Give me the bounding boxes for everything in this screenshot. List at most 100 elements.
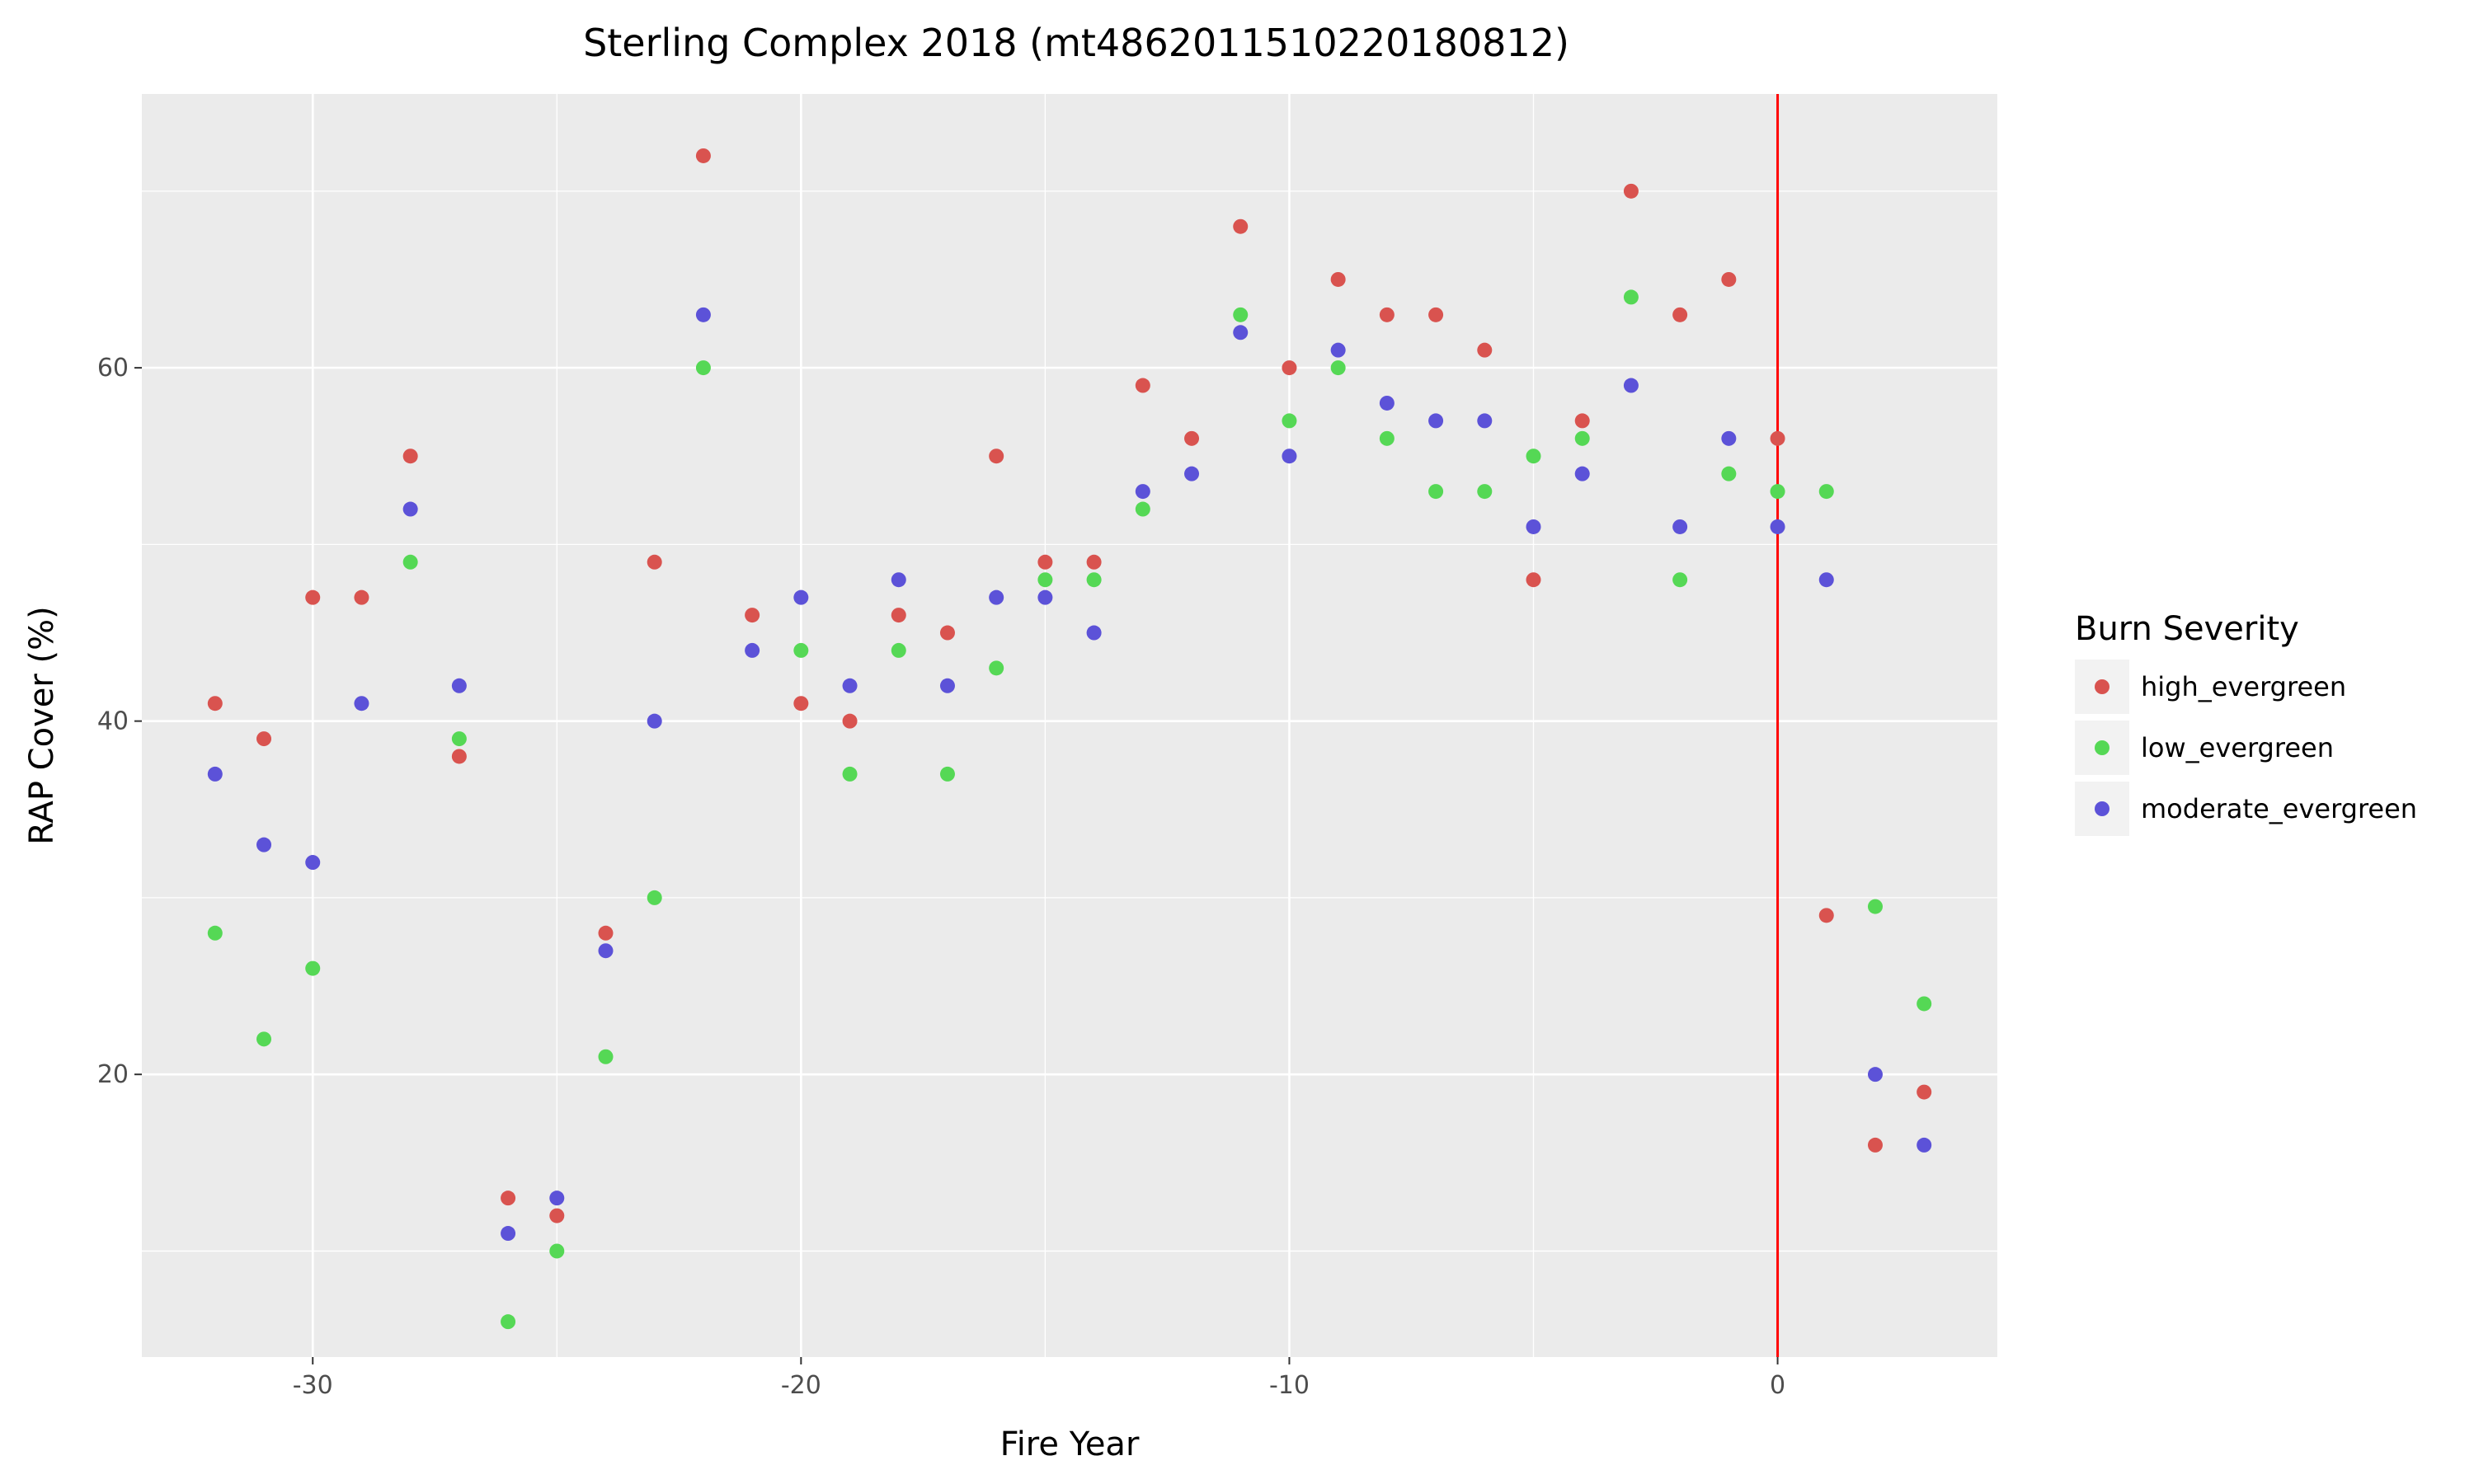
- point-low-evergreen: [1526, 448, 1541, 464]
- y-axis-label: RAP Cover (%): [23, 606, 61, 844]
- legend-swatch-moderate-evergreen: [2095, 801, 2109, 816]
- point-high-evergreen: [1428, 307, 1444, 322]
- minor-gridlines: [142, 94, 1997, 1357]
- point-low-evergreen: [1233, 307, 1249, 322]
- point-high-evergreen: [354, 589, 369, 605]
- point-moderate-evergreen: [1184, 466, 1200, 481]
- point-low-evergreen: [305, 960, 321, 976]
- point-low-evergreen: [1135, 501, 1150, 517]
- point-high-evergreen: [402, 448, 418, 464]
- x-tick-label: 0: [1770, 1371, 1785, 1400]
- legend-label: low_evergreen: [2141, 732, 2334, 763]
- point-moderate-evergreen: [207, 766, 223, 782]
- point-low-evergreen: [1721, 466, 1737, 481]
- point-low-evergreen: [891, 642, 906, 658]
- point-moderate-evergreen: [1574, 466, 1590, 481]
- point-high-evergreen: [793, 696, 809, 711]
- point-moderate-evergreen: [1477, 413, 1493, 429]
- x-tick-label: -30: [293, 1371, 333, 1400]
- point-moderate-evergreen: [1770, 519, 1785, 534]
- point-low-evergreen: [402, 554, 418, 570]
- point-high-evergreen: [207, 696, 223, 711]
- point-moderate-evergreen: [1379, 395, 1395, 411]
- point-low-evergreen: [1086, 572, 1102, 588]
- point-moderate-evergreen: [647, 713, 662, 729]
- point-high-evergreen: [598, 925, 614, 941]
- point-low-evergreen: [549, 1243, 565, 1259]
- x-axis-label: Fire Year: [1000, 1425, 1140, 1463]
- point-high-evergreen: [1917, 1084, 1932, 1100]
- point-high-evergreen: [1086, 554, 1102, 570]
- point-low-evergreen: [647, 890, 662, 905]
- point-moderate-evergreen: [989, 589, 1004, 605]
- point-moderate-evergreen: [891, 572, 906, 588]
- point-high-evergreen: [1867, 1137, 1883, 1153]
- point-high-evergreen: [1477, 342, 1493, 358]
- point-moderate-evergreen: [256, 837, 272, 852]
- point-moderate-evergreen: [842, 678, 858, 693]
- point-low-evergreen: [989, 660, 1004, 676]
- legend-label: high_evergreen: [2141, 671, 2346, 702]
- legend-title: Burn Severity: [2075, 610, 2299, 648]
- point-high-evergreen: [745, 608, 760, 623]
- point-moderate-evergreen: [402, 501, 418, 517]
- point-high-evergreen: [1037, 554, 1053, 570]
- point-high-evergreen: [1721, 271, 1737, 287]
- point-low-evergreen: [1330, 360, 1346, 376]
- point-high-evergreen: [256, 731, 272, 747]
- point-low-evergreen: [598, 1049, 614, 1064]
- point-low-evergreen: [695, 360, 711, 376]
- legend: Burn Severity high_evergreen low_evergree…: [2075, 610, 2417, 836]
- point-moderate-evergreen: [305, 855, 321, 871]
- point-high-evergreen: [1574, 413, 1590, 429]
- point-low-evergreen: [1037, 572, 1053, 588]
- point-moderate-evergreen: [501, 1226, 516, 1242]
- point-low-evergreen: [793, 642, 809, 658]
- y-axis-ticks: 20 40 60: [97, 354, 142, 1089]
- point-low-evergreen: [207, 925, 223, 941]
- point-high-evergreen: [1282, 360, 1297, 376]
- point-moderate-evergreen: [1623, 378, 1639, 393]
- point-moderate-evergreen: [793, 589, 809, 605]
- point-low-evergreen: [1623, 289, 1639, 305]
- point-moderate-evergreen: [1818, 572, 1834, 588]
- point-low-evergreen: [1672, 572, 1688, 588]
- point-moderate-evergreen: [549, 1190, 565, 1206]
- point-moderate-evergreen: [1721, 430, 1737, 446]
- point-high-evergreen: [1233, 218, 1249, 234]
- point-moderate-evergreen: [695, 307, 711, 322]
- point-high-evergreen: [451, 749, 467, 764]
- point-high-evergreen: [549, 1208, 565, 1223]
- point-low-evergreen: [1770, 484, 1785, 500]
- point-moderate-evergreen: [1867, 1067, 1883, 1082]
- point-low-evergreen: [256, 1031, 272, 1047]
- point-high-evergreen: [1135, 378, 1150, 393]
- point-high-evergreen: [501, 1190, 516, 1206]
- point-high-evergreen: [647, 554, 662, 570]
- point-low-evergreen: [451, 731, 467, 747]
- point-moderate-evergreen: [1526, 519, 1541, 534]
- point-moderate-evergreen: [1086, 625, 1102, 641]
- point-moderate-evergreen: [1233, 325, 1249, 340]
- point-high-evergreen: [1379, 307, 1395, 322]
- point-moderate-evergreen: [1428, 413, 1444, 429]
- point-low-evergreen: [939, 766, 955, 782]
- point-moderate-evergreen: [745, 642, 760, 658]
- point-high-evergreen: [891, 608, 906, 623]
- point-high-evergreen: [695, 148, 711, 163]
- point-moderate-evergreen: [1917, 1137, 1932, 1153]
- point-low-evergreen: [1917, 996, 1932, 1012]
- plot-panel: [142, 94, 1997, 1357]
- point-moderate-evergreen: [354, 696, 369, 711]
- point-moderate-evergreen: [1135, 484, 1150, 500]
- point-high-evergreen: [1330, 271, 1346, 287]
- legend-swatch-high-evergreen: [2095, 679, 2109, 694]
- point-moderate-evergreen: [598, 943, 614, 959]
- point-high-evergreen: [939, 625, 955, 641]
- point-low-evergreen: [842, 766, 858, 782]
- x-tick-label: -20: [781, 1371, 821, 1400]
- point-high-evergreen: [305, 589, 321, 605]
- y-tick-label: 20: [97, 1060, 129, 1089]
- point-low-evergreen: [1379, 430, 1395, 446]
- legend-swatch-low-evergreen: [2095, 740, 2109, 755]
